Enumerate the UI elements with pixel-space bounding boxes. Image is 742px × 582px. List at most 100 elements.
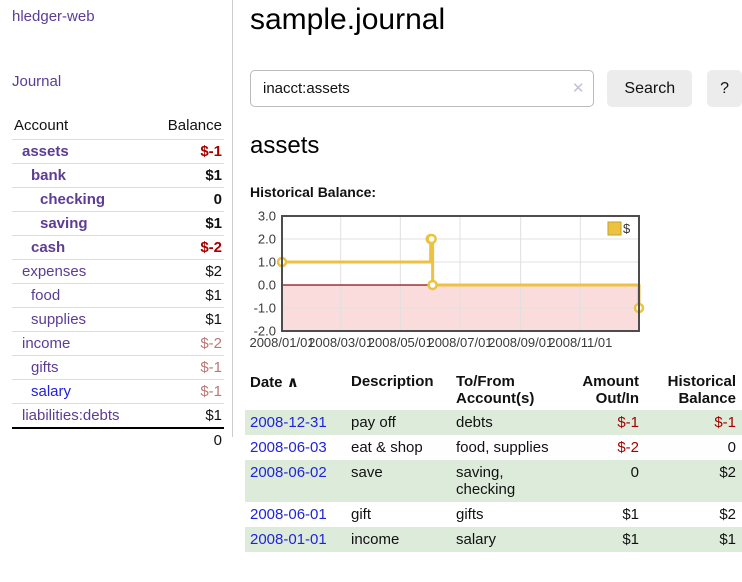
clear-search-icon[interactable]: ✕ [571, 80, 585, 97]
account-link[interactable]: supplies [31, 311, 87, 328]
transaction-row: 2008-01-01 income salary $1 $1 [245, 527, 742, 552]
transaction-date-link[interactable]: 2008-12-31 [250, 414, 327, 431]
transaction-date-link[interactable]: 2008-01-01 [250, 531, 327, 548]
column-header-amount: Amount Out/In [582, 373, 639, 407]
sidebar: hledger-web Journal Account Balance asse… [0, 0, 233, 452]
svg-text:2008/07/01: 2008/07/01 [427, 335, 492, 350]
account-balance: $1 [150, 211, 224, 236]
help-button[interactable]: ? [707, 70, 742, 107]
account-link[interactable]: liabilities:debts [22, 407, 120, 424]
chart-title: Historical Balance: [250, 184, 377, 200]
account-row: food $1 [12, 283, 224, 308]
transaction-amount: 0 [630, 464, 639, 481]
accounts-header-row: Account Balance [12, 114, 224, 140]
sidebar-item-journal[interactable]: Journal [12, 73, 62, 90]
account-row: bank $1 [12, 163, 224, 188]
accounts-header-account: Account [14, 117, 69, 134]
search-input[interactable] [250, 70, 595, 107]
account-link[interactable]: income [22, 335, 71, 352]
transaction-amount: $1 [622, 531, 639, 548]
svg-text:2008/03/01: 2008/03/01 [308, 335, 373, 350]
account-balance: $-2 [150, 235, 224, 260]
account-balance: $1 [150, 283, 224, 308]
svg-text:-1.0: -1.0 [254, 301, 276, 316]
svg-text:-2.0: -2.0 [254, 324, 276, 339]
transaction-amount: $-1 [617, 414, 639, 431]
account-balance: $1 [150, 307, 224, 332]
transaction-amount: $-2 [617, 439, 639, 456]
accounts-header-balance: Balance [167, 117, 222, 134]
column-header-description: Description [351, 373, 434, 390]
transaction-accounts: saving, checking [456, 464, 516, 498]
historical-balance-chart: $3.0 2.0 1.0 0.0 -1.0 -2.0 2008/01/01 2008/03/0… [250, 208, 652, 350]
svg-text:2.0: 2.0 [258, 232, 276, 247]
account-link[interactable]: food [31, 287, 61, 304]
transaction-description: save [351, 464, 383, 481]
app-title[interactable]: hledger-web [12, 8, 95, 25]
account-balance: $1 [150, 403, 224, 428]
transaction-amount: $1 [622, 506, 639, 523]
account-balance: $-1 [150, 139, 224, 164]
account-row: checking 0 [12, 187, 224, 212]
transaction-row: 2008-12-31 pay off debts $-1 $-1 [245, 410, 742, 435]
transaction-description: gift [351, 506, 372, 523]
account-link[interactable]: cash [31, 239, 66, 256]
account-balance: $-1 [150, 379, 224, 404]
column-header-date[interactable]: Date ∧ [250, 374, 299, 391]
transaction-balance: $1 [719, 531, 736, 548]
account-balance: $-1 [150, 355, 224, 380]
main-content: sample.journal ✕ Search ? assets Histori… [245, 0, 742, 552]
transaction-balance: $2 [719, 464, 736, 481]
svg-text:2008/01/01: 2008/01/01 [250, 335, 315, 350]
sort-asc-icon: ∧ [286, 374, 299, 391]
transaction-description: pay off [351, 414, 396, 431]
account-row: liabilities:debts $1 [12, 403, 224, 428]
page-title: sample.journal [250, 3, 446, 36]
transaction-accounts: food, supplies [456, 439, 549, 456]
transaction-date-link[interactable]: 2008-06-01 [250, 506, 327, 523]
svg-text:3.0: 3.0 [258, 209, 276, 224]
transaction-description: eat & shop [351, 439, 423, 456]
account-link[interactable]: expenses [22, 263, 87, 280]
account-balance: 0 [150, 187, 224, 212]
account-link[interactable]: saving [40, 215, 88, 232]
svg-text:2008/11/01: 2008/11/01 [548, 335, 612, 350]
svg-text:1.0: 1.0 [258, 255, 276, 270]
account-row: supplies $1 [12, 307, 224, 332]
account-row: cash $-2 [12, 235, 224, 260]
accounts-total-row: 0 [12, 427, 224, 452]
account-row: saving $1 [12, 211, 224, 236]
transactions-header-row: Date ∧ Description To/From Account(s) Am… [245, 370, 742, 410]
chart-canvas: $3.0 2.0 1.0 0.0 -1.0 -2.02008/01/012008/03/0… [250, 209, 645, 350]
transaction-description: income [351, 531, 400, 548]
transaction-accounts: gifts [456, 506, 484, 523]
transaction-balance: $2 [719, 506, 736, 523]
column-header-balance: Historical Balance [667, 373, 736, 407]
account-link[interactable]: assets [22, 143, 69, 160]
transaction-balance: $-1 [714, 414, 736, 431]
accounts-table: Account Balance assets $-1 bank $1 checking 0… [12, 114, 224, 452]
account-row: salary $-1 [12, 379, 224, 404]
transaction-date-link[interactable]: 2008-06-03 [250, 439, 327, 456]
account-link[interactable]: salary [31, 383, 72, 400]
account-balance: $1 [150, 163, 224, 188]
account-row: gifts $-1 [12, 355, 224, 380]
transaction-accounts: debts [456, 414, 493, 431]
svg-text:2008/09/01: 2008/09/01 [488, 335, 553, 350]
transaction-date-link[interactable]: 2008-06-02 [250, 464, 327, 481]
account-link[interactable]: gifts [31, 359, 59, 376]
transaction-accounts: salary [456, 531, 497, 548]
column-header-accounts: To/From Account(s) [456, 373, 535, 407]
account-balance: $-2 [150, 331, 224, 356]
search-button[interactable]: Search [607, 70, 693, 107]
transactions-table: Date ∧ Description To/From Account(s) Am… [245, 370, 742, 552]
account-link[interactable]: bank [31, 167, 67, 184]
search-form: ✕ Search ? [250, 70, 742, 107]
account-balance: $2 [150, 259, 224, 284]
svg-text:2008/05/01: 2008/05/01 [368, 335, 433, 350]
account-row: income $-2 [12, 331, 224, 356]
account-link[interactable]: checking [40, 191, 106, 208]
transaction-balance: 0 [727, 439, 736, 456]
account-heading: assets [250, 132, 320, 159]
accounts-total-value: 0 [150, 427, 224, 452]
